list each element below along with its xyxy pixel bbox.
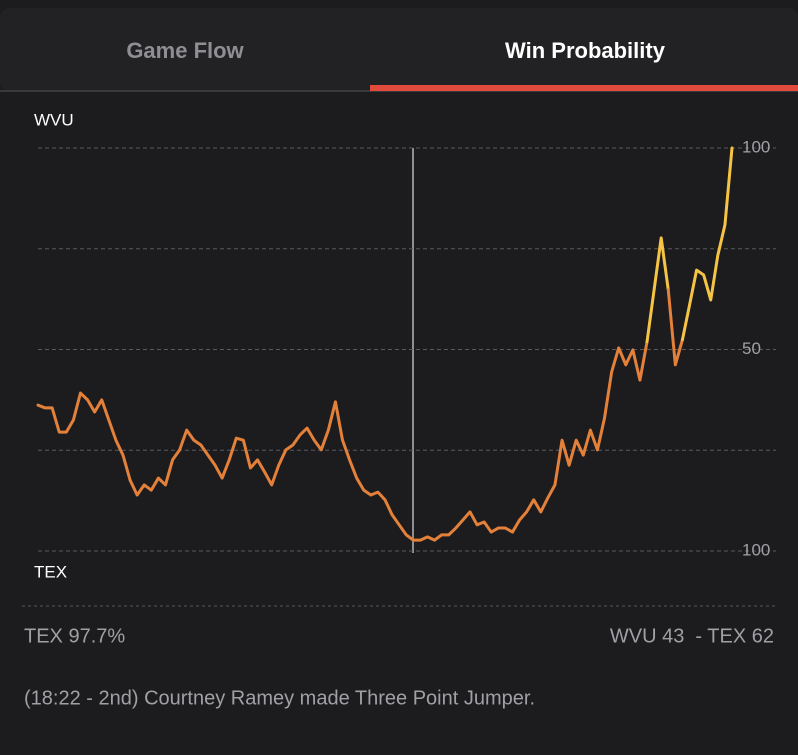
- score: WVU 43 - TEX 62: [610, 625, 774, 647]
- y-tick-label: 100: [742, 137, 770, 156]
- tab-bar: [0, 8, 798, 92]
- tab[interactable]: Game Flow: [126, 38, 244, 63]
- tab-active[interactable]: Win Probability: [505, 38, 666, 63]
- win-probability-line: [680, 146, 734, 342]
- win-probability-line: [645, 236, 670, 344]
- probability: TEX 97.7%: [24, 625, 125, 647]
- top-label: WVU: [34, 110, 74, 129]
- y-tick-label: 50: [742, 339, 761, 358]
- play-description: (18:22 - 2nd) Courtney Ramey made Three …: [24, 687, 535, 709]
- win-probability-line: [36, 340, 649, 542]
- plot: 100 50 100: [36, 137, 776, 559]
- tab-underline: [370, 85, 798, 91]
- bottom-label: TEX: [34, 562, 67, 581]
- y-tick-label: 100: [742, 540, 770, 559]
- win-probability-line: [666, 288, 684, 367]
